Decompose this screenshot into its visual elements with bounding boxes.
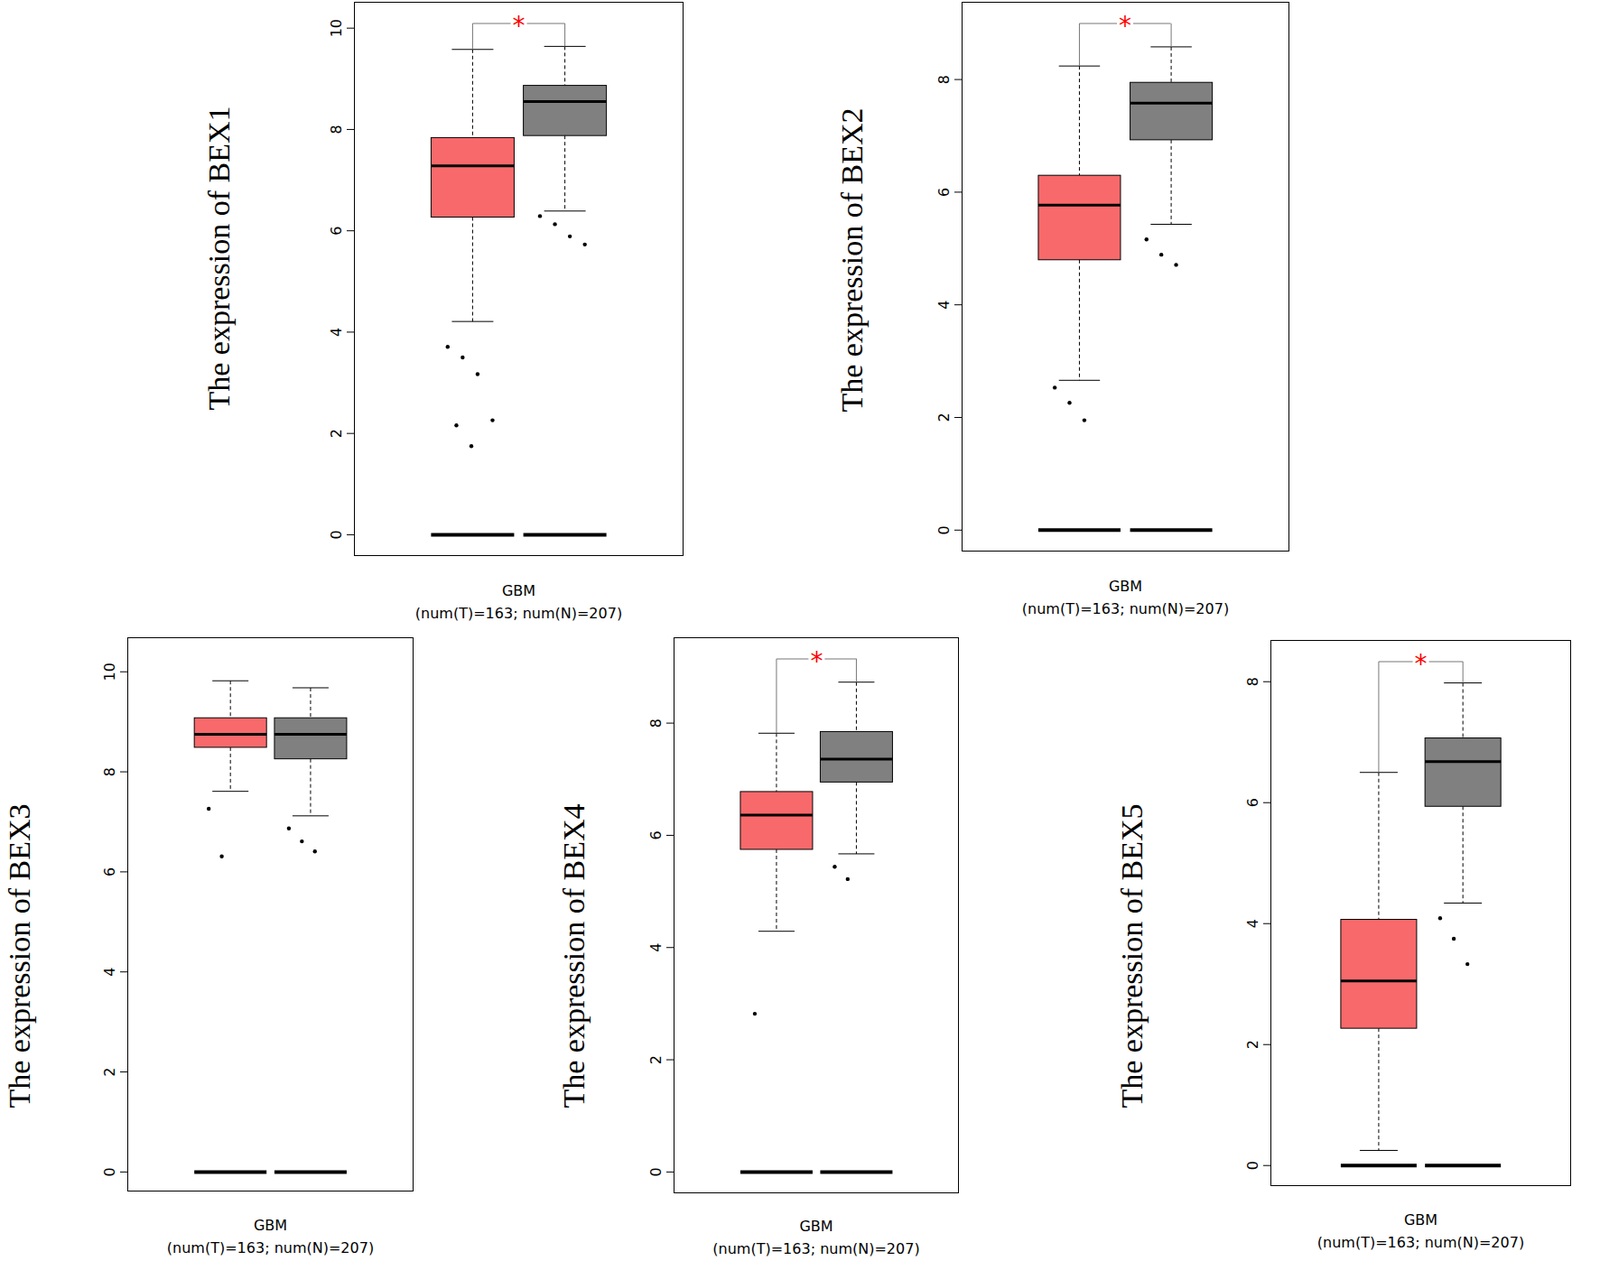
svg-text:4: 4 [1244,919,1262,929]
html-text:(num(T)=163; num(N)=207): (num(T)=163; num(N)=207) [1021,600,1229,618]
svg-text:0: 0 [327,530,345,540]
svg-text:6: 6 [1244,798,1262,808]
svg-text:8: 8 [327,124,345,134]
html-text:(num(T)=163; num(N)=207): (num(T)=163; num(N)=207) [712,1240,920,1258]
svg-text:2: 2 [1244,1040,1262,1050]
svg-text:0: 0 [935,525,953,535]
svg-text:8: 8 [935,74,953,84]
svg-text:0: 0 [1244,1161,1262,1171]
svg-text:*: * [512,10,526,41]
svg-text:0: 0 [647,1167,665,1177]
svg-text:8: 8 [101,767,119,777]
html-text:GBM: GBM [253,1217,288,1235]
html-text:GBM: GBM [1403,1211,1438,1229]
html-text:GBM: GBM [799,1218,834,1236]
html-text:(num(T)=163; num(N)=207): (num(T)=163; num(N)=207) [166,1239,374,1257]
svg-text:2: 2 [647,1055,665,1065]
svg-text:8: 8 [1244,677,1262,687]
svg-text:2: 2 [935,412,953,422]
html-text:The expression of BEX4: The expression of BEX4 [557,803,591,1109]
svg-text:0: 0 [101,1167,119,1177]
svg-text:6: 6 [327,226,345,236]
svg-text:2: 2 [327,428,345,438]
svg-text:4: 4 [647,943,665,953]
svg-text:2: 2 [101,1067,119,1077]
html-text:(num(T)=163; num(N)=207): (num(T)=163; num(N)=207) [1317,1234,1525,1252]
svg-text:4: 4 [327,327,345,337]
svg-text:4: 4 [935,300,953,310]
svg-text:*: * [809,646,823,677]
svg-text:6: 6 [101,867,119,877]
html-text:The expression of BEX3: The expression of BEX3 [2,803,37,1109]
html-text:The expression of BEX1: The expression of BEX1 [202,106,236,411]
svg-text:*: * [1414,649,1428,680]
html-text:The expression of BEX2: The expression of BEX2 [835,107,869,413]
html-text:(num(T)=163; num(N)=207): (num(T)=163; num(N)=207) [415,604,623,623]
html-text:The expression of BEX5: The expression of BEX5 [1115,803,1149,1109]
svg-text:8: 8 [647,718,665,728]
svg-text:*: * [1118,10,1132,41]
svg-text:6: 6 [647,830,665,840]
html-text:GBM: GBM [1108,577,1143,596]
svg-text:4: 4 [101,967,119,977]
svg-text:10: 10 [101,662,119,681]
svg-text:10: 10 [327,18,345,38]
html-text:GBM: GBM [501,582,536,600]
svg-text:6: 6 [935,187,953,197]
